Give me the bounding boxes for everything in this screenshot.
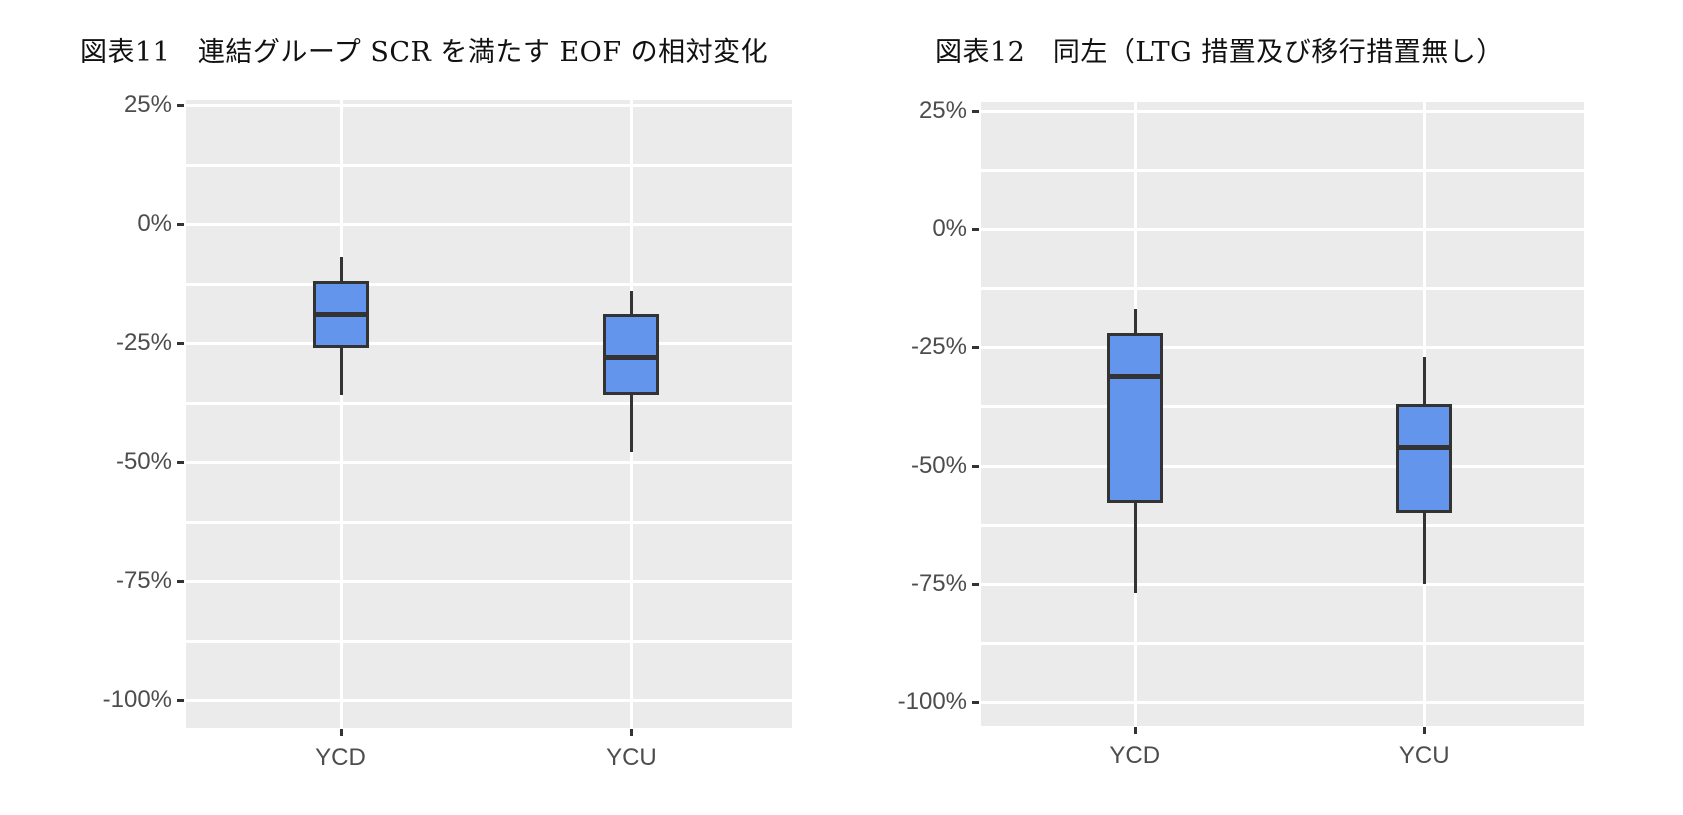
x-axis-label: YCU xyxy=(1398,742,1450,769)
minor-gridline xyxy=(186,520,792,524)
y-axis-tick xyxy=(972,228,979,231)
lower-whisker xyxy=(1133,503,1137,594)
major-gridline xyxy=(186,461,792,464)
lower-whisker xyxy=(339,347,343,396)
box-ycd xyxy=(312,281,369,348)
x-axis-label: YCD xyxy=(1109,742,1161,769)
upper-whisker xyxy=(1423,356,1427,404)
minor-gridline xyxy=(981,168,1584,172)
y-axis-label: 0% xyxy=(137,210,172,237)
median-line xyxy=(1396,444,1453,450)
box-ycd xyxy=(1106,333,1163,504)
major-gridline xyxy=(186,342,792,345)
figure-12-title: 図表12 同左（LTG 措置及び移行措置無し） xyxy=(935,37,1504,68)
y-axis-tick xyxy=(177,104,184,107)
major-gridline xyxy=(981,346,1584,350)
upper-whisker xyxy=(339,257,343,282)
major-gridline xyxy=(186,223,792,226)
y-axis-label: -100% xyxy=(897,688,967,715)
median-line xyxy=(1106,373,1163,379)
y-axis-label: 25% xyxy=(918,96,967,124)
minor-gridline xyxy=(186,639,792,643)
y-axis-label: 25% xyxy=(123,91,172,118)
upper-whisker xyxy=(1133,309,1137,334)
y-axis-tick xyxy=(972,346,979,350)
vertical-gridline xyxy=(339,100,343,728)
figure-11-title: 図表11 連結グループ SCR を満たす EOF の相対変化 xyxy=(80,37,769,68)
major-gridline xyxy=(981,582,1584,586)
lower-whisker xyxy=(1423,512,1427,584)
major-gridline xyxy=(981,228,1584,231)
box-ycu xyxy=(1396,404,1453,513)
major-gridline xyxy=(981,701,1584,704)
x-axis-tick xyxy=(1423,727,1427,734)
y-axis-label: -25% xyxy=(910,333,967,361)
minor-gridline xyxy=(981,287,1584,291)
box-ycu xyxy=(603,314,660,396)
x-axis-tick xyxy=(630,729,634,736)
minor-gridline xyxy=(981,405,1584,409)
major-gridline xyxy=(186,699,792,702)
minor-gridline xyxy=(186,282,792,286)
major-gridline xyxy=(186,580,792,583)
x-axis-tick xyxy=(339,729,343,736)
upper-whisker xyxy=(630,290,634,315)
median-line xyxy=(603,355,660,361)
y-axis-label: -100% xyxy=(102,686,172,713)
y-axis-tick xyxy=(972,109,979,113)
major-gridline xyxy=(186,104,792,107)
y-axis-label: -75% xyxy=(910,569,967,597)
y-axis-tick xyxy=(177,223,184,226)
major-gridline xyxy=(981,109,1584,113)
x-axis-tick xyxy=(1133,727,1137,734)
y-axis-tick xyxy=(972,582,979,586)
plot-panel xyxy=(981,102,1584,726)
y-axis-label: -75% xyxy=(115,567,172,594)
minor-gridline xyxy=(981,523,1584,527)
y-axis-tick xyxy=(972,701,979,704)
y-axis-tick xyxy=(177,461,184,464)
minor-gridline xyxy=(981,641,1584,645)
y-axis-label: -50% xyxy=(910,451,967,479)
median-line xyxy=(312,312,369,318)
y-axis-label: 0% xyxy=(932,215,967,242)
minor-gridline xyxy=(186,401,792,405)
y-axis-label: -50% xyxy=(115,448,172,475)
plot-panel xyxy=(186,100,792,728)
y-axis-tick xyxy=(177,580,184,583)
y-axis-tick xyxy=(972,464,979,468)
y-axis-tick xyxy=(177,699,184,702)
lower-whisker xyxy=(630,395,634,453)
minor-gridline xyxy=(186,163,792,167)
x-axis-label: YCD xyxy=(315,744,366,771)
x-axis-label: YCU xyxy=(606,744,657,771)
major-gridline xyxy=(981,464,1584,468)
y-axis-tick xyxy=(177,342,184,345)
y-axis-label: -25% xyxy=(115,329,172,356)
